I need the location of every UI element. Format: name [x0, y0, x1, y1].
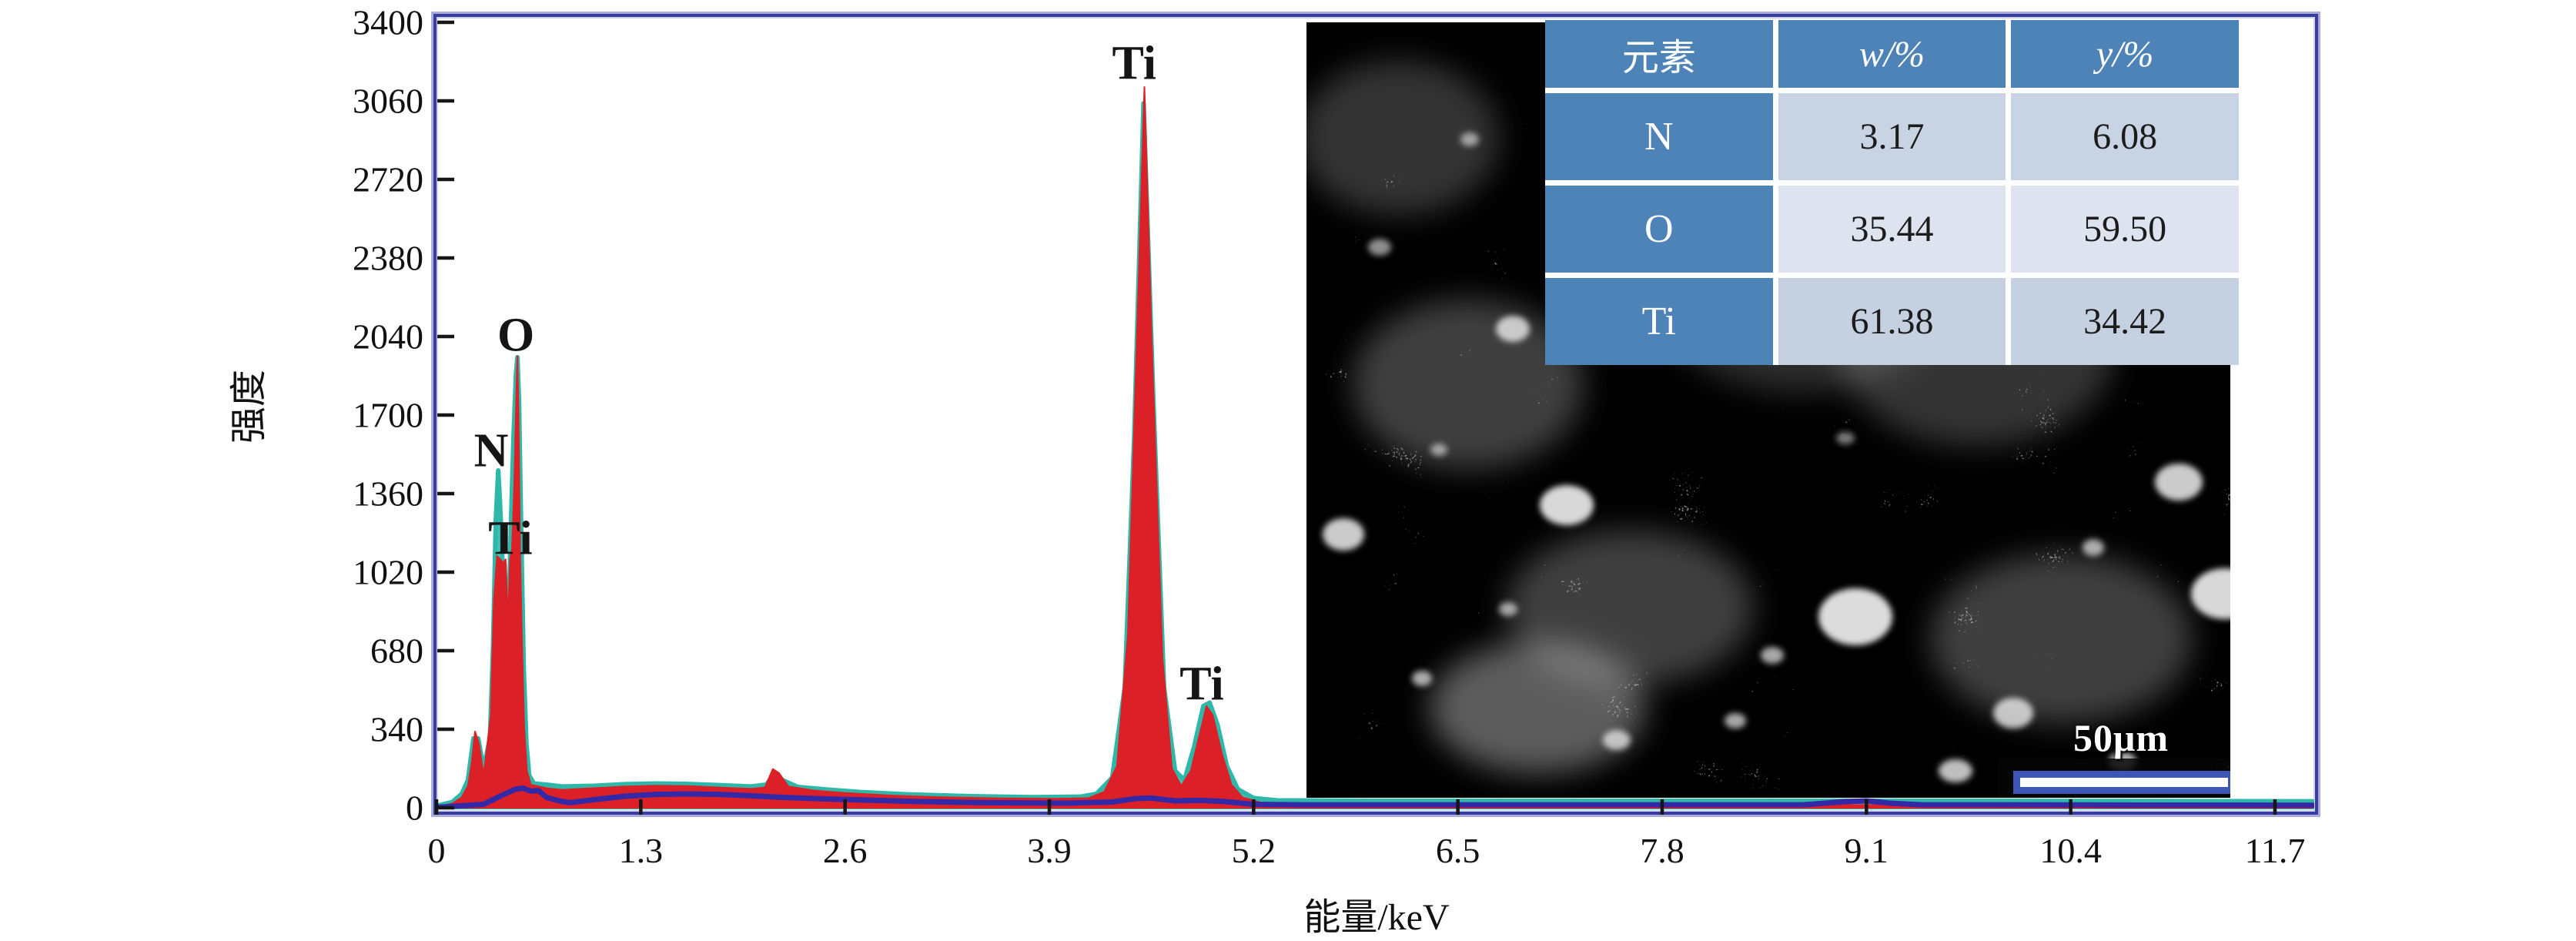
sem-particle	[1306, 61, 1499, 215]
sem-particle	[1412, 671, 1432, 686]
sem-particle	[1323, 518, 1364, 551]
y-tick-label: 1360	[353, 474, 423, 514]
y-tick-label: 3060	[353, 81, 423, 121]
sem-particle	[1353, 300, 1584, 469]
y-tick-label: 2720	[353, 159, 423, 199]
x-tick-label: 3.9	[1027, 831, 1072, 870]
sem-particle	[1725, 713, 1746, 728]
table-row-ti-w-pct: 61.38	[1778, 278, 2006, 365]
sem-particle	[2155, 464, 2203, 501]
sem-particle	[2191, 568, 2230, 619]
y-tick-label: 340	[370, 709, 423, 749]
table-row-ti-y-pct: 34.42	[2011, 278, 2239, 365]
x-tick-label: 5.2	[1231, 831, 1276, 870]
x-tick-label: 10.4	[2039, 831, 2102, 870]
sem-particle	[1761, 647, 1784, 664]
y-tick-label: 2040	[353, 316, 423, 357]
peak-label-ti: Ti	[1112, 37, 1156, 90]
x-tick-label: 0	[427, 831, 446, 870]
envelope-series-teal	[437, 101, 2314, 809]
table-row-o-element: O	[1545, 186, 1773, 273]
x-tick-label: 2.6	[822, 831, 868, 870]
x-axis-title: 能量/keV	[1303, 897, 1450, 938]
table-header-element: 元素	[1545, 20, 1773, 88]
peak-label-n: N	[473, 424, 509, 477]
baseline-series-indigo	[437, 785, 2314, 809]
scalebar-label: 50μm	[2073, 716, 2169, 759]
y-tick-label: 1020	[353, 552, 423, 592]
axis-tick-marks	[434, 20, 2277, 815]
sem-particle	[1818, 588, 1892, 645]
scale-bar	[2013, 771, 2230, 794]
sem-particle	[1836, 432, 1855, 444]
composition-table: 元素 w/% y/% N 3.17 6.08 O 35.44 59.50 Ti 61.38 34…	[1545, 20, 2239, 365]
table-header-w-pct: w/%	[1778, 20, 2006, 88]
table-row-n-y-pct: 6.08	[2011, 93, 2239, 180]
y-tick-label: 680	[370, 631, 423, 671]
peak-label-ti: Ti	[488, 512, 533, 564]
x-tick-label: 9.1	[1844, 831, 1889, 870]
x-tick-label: 6.5	[1435, 831, 1480, 870]
table-row-o-y-pct: 59.50	[2011, 186, 2239, 273]
sem-particle	[2083, 539, 2104, 556]
x-tick-label: 11.7	[2244, 831, 2306, 870]
table-row-ti-element: Ti	[1545, 278, 1773, 365]
sem-particle	[1939, 759, 1972, 782]
sem-particle	[1368, 239, 1391, 256]
peak-label-o: O	[497, 309, 535, 361]
sem-particle	[1507, 531, 1753, 685]
sem-particle	[1460, 132, 1479, 146]
spectrum-series-red	[437, 86, 2313, 809]
table-row-n-w-pct: 3.17	[1778, 93, 2006, 180]
sem-particle	[1496, 316, 1530, 342]
y-tick-label: 3400	[353, 2, 423, 42]
sem-particle	[1993, 698, 2033, 728]
table-row-o-w-pct: 35.44	[1778, 186, 2006, 273]
sem-particle	[1540, 485, 1594, 525]
x-tick-label: 1.3	[618, 831, 664, 870]
sem-particle	[1430, 444, 1447, 456]
sem-particle	[1930, 554, 2192, 723]
sem-particle	[1499, 602, 1517, 616]
table-row-n-element: N	[1545, 93, 1773, 180]
peak-label-ti: Ti	[1179, 658, 1224, 710]
sem-particle	[1603, 730, 1631, 750]
y-tick-label: 1700	[353, 395, 423, 435]
y-tick-label: 2380	[353, 238, 423, 278]
x-tick-label: 7.8	[1640, 831, 1684, 870]
scale-bar-inner	[2020, 778, 2228, 787]
y-tick-label: 0	[406, 788, 423, 828]
table-header-y-pct: y/%	[2011, 20, 2239, 88]
